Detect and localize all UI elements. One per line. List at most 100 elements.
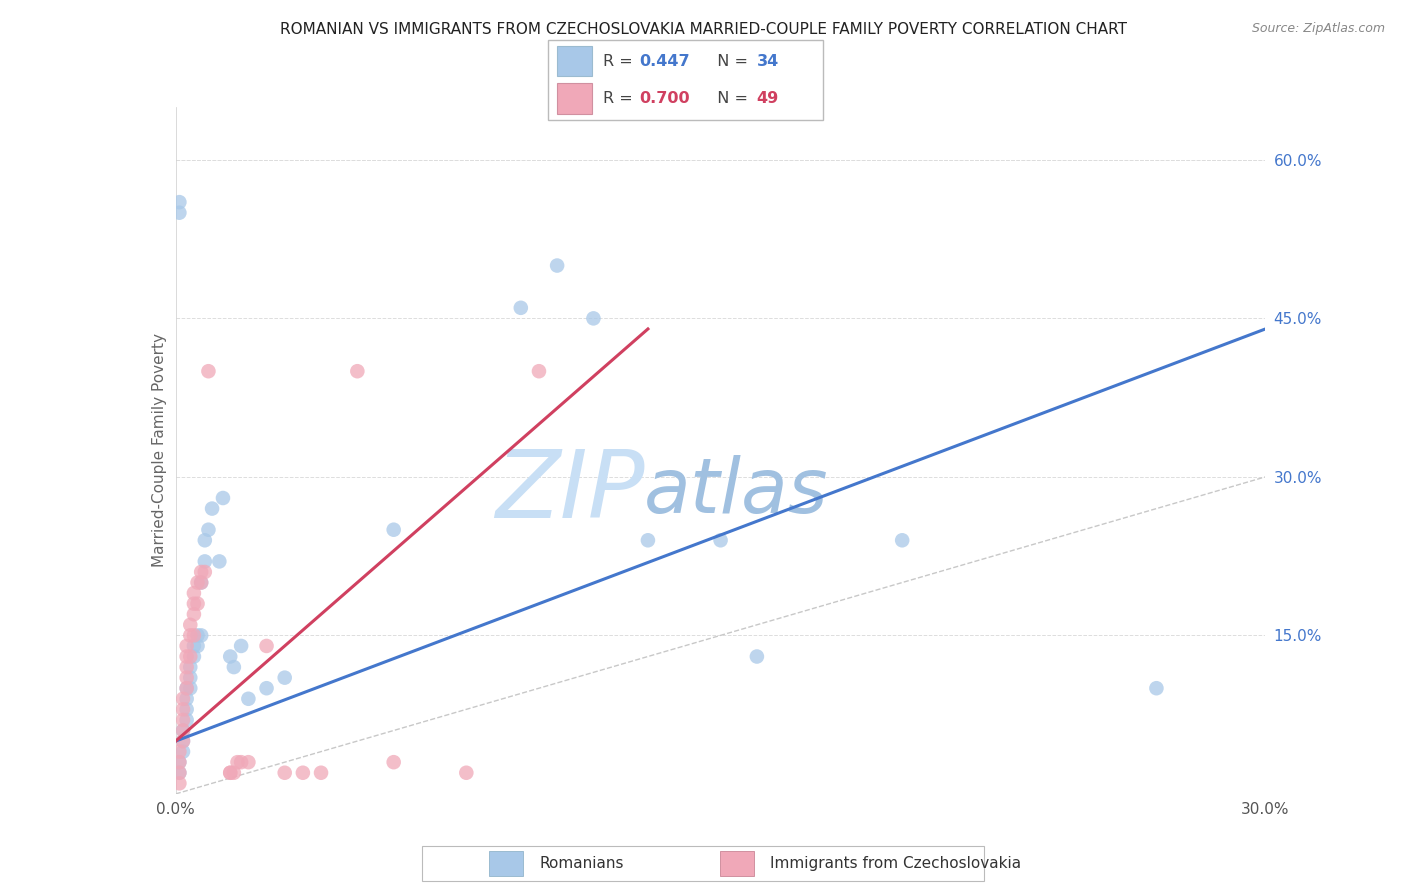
Point xyxy=(176,691,198,706)
Point xyxy=(527,364,550,378)
Point xyxy=(172,691,194,706)
Point xyxy=(219,649,242,664)
Point xyxy=(179,617,201,632)
Text: R =: R = xyxy=(603,91,638,106)
FancyBboxPatch shape xyxy=(489,851,523,876)
Point xyxy=(1146,681,1168,696)
Point xyxy=(274,671,297,685)
Point xyxy=(186,628,209,642)
Point xyxy=(309,765,332,780)
Point xyxy=(172,723,194,738)
Point xyxy=(172,713,194,727)
Point xyxy=(274,765,297,780)
Point xyxy=(169,765,191,780)
Point xyxy=(176,681,198,696)
Point xyxy=(509,301,531,315)
Text: N =: N = xyxy=(707,91,754,106)
Point xyxy=(176,639,198,653)
Text: 49: 49 xyxy=(756,91,779,106)
Point xyxy=(186,639,209,653)
Text: atlas: atlas xyxy=(644,455,828,529)
Point xyxy=(710,533,733,548)
Point xyxy=(197,364,219,378)
Point xyxy=(197,523,219,537)
Point xyxy=(176,649,198,664)
Point xyxy=(186,575,209,590)
Point xyxy=(231,639,253,653)
FancyBboxPatch shape xyxy=(422,846,984,881)
Point xyxy=(190,575,212,590)
Point xyxy=(176,660,198,674)
Text: N =: N = xyxy=(707,54,754,69)
Point xyxy=(194,565,217,579)
Point xyxy=(179,660,201,674)
Text: Romanians: Romanians xyxy=(540,856,624,871)
FancyBboxPatch shape xyxy=(557,84,592,114)
Point xyxy=(219,765,242,780)
Point xyxy=(256,639,278,653)
Point xyxy=(382,755,405,769)
Point xyxy=(169,195,191,210)
Text: Immigrants from Czechoslovakia: Immigrants from Czechoslovakia xyxy=(770,856,1022,871)
Point xyxy=(238,691,260,706)
Point xyxy=(169,765,191,780)
Text: ZIP: ZIP xyxy=(495,446,644,537)
Point xyxy=(190,575,212,590)
Text: R =: R = xyxy=(603,54,638,69)
Point xyxy=(456,765,478,780)
Point xyxy=(169,205,191,219)
Point xyxy=(637,533,659,548)
Point xyxy=(546,259,568,273)
Point xyxy=(219,765,242,780)
Point xyxy=(179,671,201,685)
Point xyxy=(582,311,605,326)
Point xyxy=(183,628,205,642)
Point xyxy=(176,681,198,696)
Point xyxy=(169,755,191,769)
Point xyxy=(291,765,314,780)
Point xyxy=(176,702,198,716)
Text: Source: ZipAtlas.com: Source: ZipAtlas.com xyxy=(1251,22,1385,36)
Point xyxy=(169,755,191,769)
Text: ROMANIAN VS IMMIGRANTS FROM CZECHOSLOVAKIA MARRIED-COUPLE FAMILY POVERTY CORRELA: ROMANIAN VS IMMIGRANTS FROM CZECHOSLOVAK… xyxy=(280,22,1126,37)
Point xyxy=(172,702,194,716)
Point xyxy=(222,660,245,674)
Point xyxy=(194,533,217,548)
FancyBboxPatch shape xyxy=(557,45,592,77)
Text: 34: 34 xyxy=(756,54,779,69)
Point xyxy=(169,776,191,790)
Point xyxy=(183,649,205,664)
Point xyxy=(891,533,914,548)
Point xyxy=(172,723,194,738)
Point xyxy=(346,364,368,378)
Point xyxy=(183,639,205,653)
Point xyxy=(231,755,253,769)
Point xyxy=(238,755,260,769)
Point xyxy=(183,607,205,622)
Point xyxy=(172,734,194,748)
Point xyxy=(179,681,201,696)
Point xyxy=(183,597,205,611)
Point xyxy=(201,501,224,516)
Point xyxy=(208,554,231,568)
Point xyxy=(382,523,405,537)
FancyBboxPatch shape xyxy=(720,851,754,876)
Point xyxy=(745,649,768,664)
Point xyxy=(226,755,249,769)
Point xyxy=(183,586,205,600)
Point xyxy=(212,491,235,505)
Point xyxy=(179,628,201,642)
Point xyxy=(179,649,201,664)
Point xyxy=(172,734,194,748)
Point xyxy=(194,554,217,568)
Point xyxy=(256,681,278,696)
Text: 0.447: 0.447 xyxy=(638,54,689,69)
Point xyxy=(190,628,212,642)
Point xyxy=(190,565,212,579)
Point xyxy=(222,765,245,780)
Y-axis label: Married-Couple Family Poverty: Married-Couple Family Poverty xyxy=(152,334,167,567)
Point xyxy=(172,745,194,759)
Text: 0.700: 0.700 xyxy=(638,91,689,106)
FancyBboxPatch shape xyxy=(548,40,823,120)
Point xyxy=(176,713,198,727)
